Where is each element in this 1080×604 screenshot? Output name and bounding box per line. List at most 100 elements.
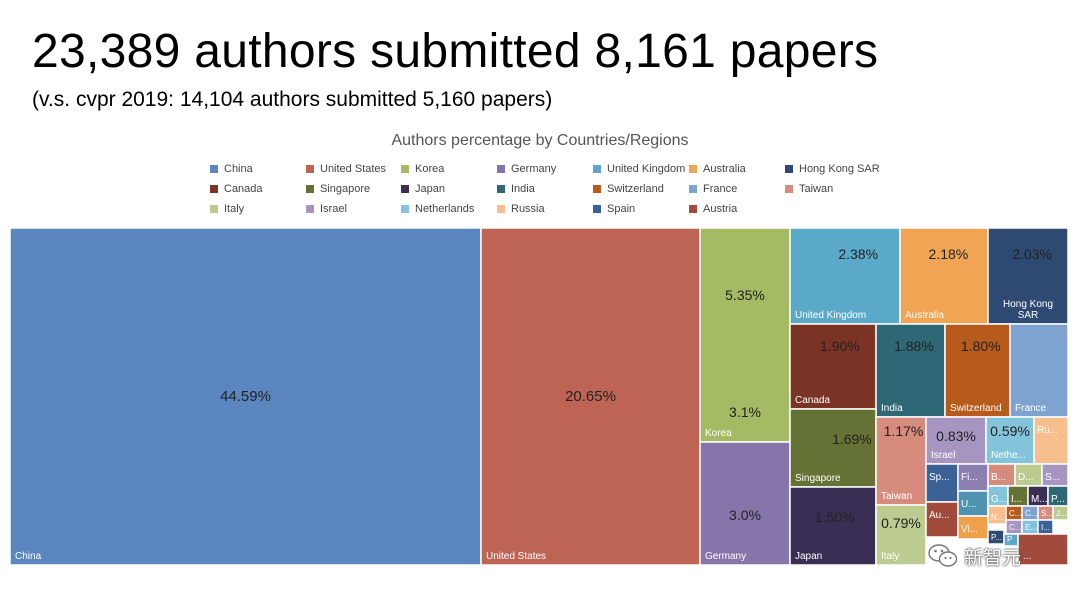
legend-item[interactable]: Canada (210, 182, 263, 196)
treemap-tile[interactable]: S... (1041, 463, 1069, 487)
treemap-tile-label: I... (1041, 523, 1050, 532)
treemap-tile-value: 1.88% (894, 338, 934, 354)
treemap-tile-value: 3.1% (729, 404, 761, 420)
legend-item[interactable]: United States (306, 162, 386, 176)
treemap-tile[interactable]: Italy 0.79% (875, 504, 927, 566)
treemap-tile-label: J... (1056, 509, 1067, 518)
treemap-tile-value: 1.17% (884, 423, 924, 439)
treemap-tile-label: Au... (929, 510, 950, 521)
treemap-tile-value: 2.03% (1012, 246, 1052, 262)
treemap-tile[interactable]: Israel 0.83% (925, 416, 987, 465)
treemap-tile-label: Fi... (961, 472, 978, 483)
legend-swatch (401, 165, 409, 173)
treemap-tile-rect (985, 416, 1035, 465)
treemap-tile[interactable]: Sp... (925, 463, 959, 503)
legend-swatch (401, 205, 409, 213)
treemap-tile[interactable]: Germany 3.0% (699, 441, 791, 566)
treemap-tile[interactable]: M... (1027, 485, 1049, 507)
legend-label: Japan (415, 183, 445, 195)
treemap-tile[interactable]: China 44.59% (9, 227, 482, 566)
legend-label: Australia (703, 163, 746, 175)
treemap-tile-value: 0.79% (881, 515, 921, 531)
treemap-tile[interactable]: Korea 5.35% 3.1% (699, 227, 791, 443)
legend-item[interactable]: United Kingdom (593, 162, 685, 176)
treemap-tile[interactable]: Vi... (957, 515, 989, 540)
legend-label: Hong Kong SAR (799, 163, 880, 175)
legend-item[interactable]: Russia (497, 202, 545, 216)
treemap-tile[interactable]: C... (1021, 505, 1039, 521)
treemap-tile-value: 0.83% (936, 428, 976, 444)
treemap-tile[interactable]: Japan 1.50% (789, 486, 877, 566)
legend-item[interactable]: Switzerland (593, 182, 664, 196)
treemap-tile[interactable]: B... (987, 463, 1016, 487)
treemap-tile[interactable]: France (1009, 323, 1069, 418)
treemap-tile[interactable]: J... (1052, 505, 1069, 521)
treemap-tile-rect (875, 323, 946, 418)
treemap-tile[interactable]: Canada 1.90% (789, 323, 877, 410)
legend-swatch (689, 205, 697, 213)
treemap-tile-label: Taiwan (881, 491, 912, 502)
treemap-tile-rect (987, 227, 1069, 325)
treemap-tile[interactable]: C... (1005, 519, 1023, 535)
legend-label: Israel (320, 203, 347, 215)
treemap-tile[interactable]: Ru... (1033, 416, 1069, 465)
treemap-tile[interactable]: Au... (925, 501, 959, 538)
treemap-tile[interactable]: Fi... (957, 463, 989, 492)
treemap-tile-rect (789, 323, 877, 410)
treemap-tile[interactable]: Nethe... 0.59% (985, 416, 1035, 465)
legend-label: China (224, 163, 253, 175)
treemap-tile-label: C... (1009, 509, 1021, 518)
legend-item[interactable]: Australia (689, 162, 746, 176)
treemap-tile-value: 0.59% (990, 423, 1030, 439)
treemap-tile[interactable]: I... (1037, 519, 1054, 535)
legend-label: Switzerland (607, 183, 664, 195)
legend-item[interactable]: Austria (689, 202, 737, 216)
treemap-tile[interactable]: United Kingdom 2.38% (789, 227, 901, 325)
treemap-tile-label: Sp... (929, 472, 950, 483)
legend-item[interactable]: Spain (593, 202, 635, 216)
legend-item[interactable]: Italy (210, 202, 244, 216)
treemap-tile[interactable]: P... (1047, 485, 1069, 507)
treemap-tile[interactable]: D... (1014, 463, 1043, 487)
legend-swatch (593, 205, 601, 213)
treemap-tile[interactable]: Singapore 1.69% (789, 408, 877, 488)
treemap-tile-label: N... (991, 513, 1003, 522)
treemap-tile[interactable]: S... (1037, 505, 1054, 521)
legend-swatch (306, 185, 314, 193)
treemap-tile-rect (480, 227, 701, 566)
treemap-tile[interactable]: Australia 2.18% (899, 227, 989, 325)
treemap-tile[interactable]: C... (1005, 505, 1023, 521)
legend-item[interactable]: Singapore (306, 182, 370, 196)
treemap-tile[interactable]: G... (987, 485, 1009, 507)
legend-item[interactable]: Netherlands (401, 202, 474, 216)
treemap-tile[interactable]: Taiwan 1.17% (875, 416, 927, 506)
treemap-tile[interactable]: N... (987, 505, 1007, 525)
legend-swatch (401, 185, 409, 193)
treemap-tile[interactable]: I... (1007, 485, 1029, 507)
legend-item[interactable]: Taiwan (785, 182, 833, 196)
treemap-tile[interactable]: U... (957, 490, 989, 517)
treemap-tile[interactable]: ... (1017, 533, 1069, 566)
treemap-tile-label: China (15, 551, 42, 562)
treemap-tile-rect (957, 515, 989, 540)
legend-item[interactable]: Korea (401, 162, 444, 176)
legend-swatch (497, 165, 505, 173)
treemap-tile[interactable]: India 1.88% (875, 323, 946, 418)
treemap-tile-label: India (881, 403, 903, 414)
legend-item[interactable]: Japan (401, 182, 445, 196)
legend-label: Singapore (320, 183, 371, 195)
legend-item[interactable]: China (210, 162, 253, 176)
legend-item[interactable]: India (497, 182, 535, 196)
treemap-tile-value: 3.0% (729, 507, 761, 523)
legend-item[interactable]: Hong Kong SAR (785, 162, 880, 176)
legend-item[interactable]: Israel (306, 202, 347, 216)
legend-item[interactable]: France (689, 182, 737, 196)
legend-item[interactable]: Germany (497, 162, 556, 176)
treemap-tile-rect (789, 486, 877, 566)
legend-swatch (497, 185, 505, 193)
treemap-tile[interactable]: E... (1021, 519, 1039, 535)
treemap-tile[interactable]: United States 20.65% (480, 227, 701, 566)
treemap-tile[interactable]: Switzerland 1.80% (944, 323, 1011, 418)
treemap-tile-value: 1.50% (815, 509, 855, 525)
